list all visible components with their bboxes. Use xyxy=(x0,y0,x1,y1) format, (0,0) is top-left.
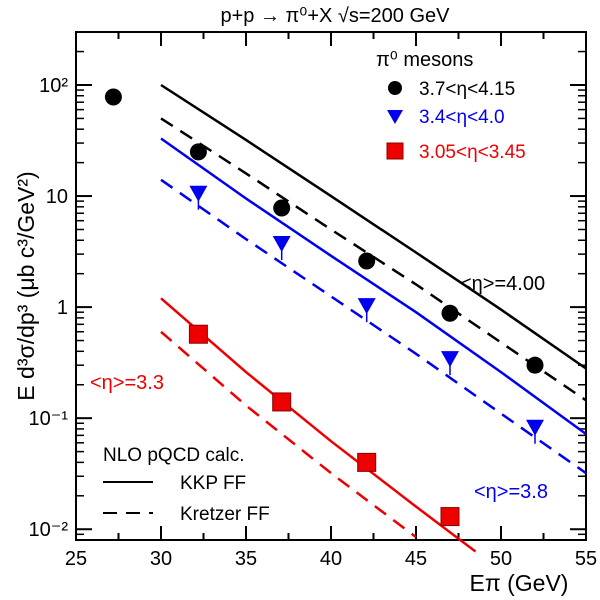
y-tick-label: 1 xyxy=(57,297,68,319)
theory-legend-header: NLO pQCD calc. xyxy=(103,445,244,466)
theory-curve-solid xyxy=(160,137,587,436)
data-point-square xyxy=(188,324,208,344)
y-axis-label: E d³σ/dp³ (μb c³/GeV²) xyxy=(13,171,39,400)
y-tick-label: 10⁻¹ xyxy=(29,408,69,430)
data-point-square xyxy=(440,507,460,527)
data-point-triangle xyxy=(526,419,544,436)
y-tick-label: 10² xyxy=(39,75,68,97)
theory-legend: NLO pQCD calc. KKP FF Kretzer FF xyxy=(103,445,270,525)
chart-title: p+p → π⁰+X √s=200 GeV xyxy=(220,5,450,27)
x-axis: 25 30 35 40 45 50 55 xyxy=(65,32,597,570)
theory-legend-label-kretzer: Kretzer FF xyxy=(180,504,270,525)
data-point-triangle xyxy=(441,351,459,368)
theory-curve-dashed xyxy=(160,330,417,539)
legend-header: π⁰ mesons xyxy=(376,49,473,71)
data-point-triangle xyxy=(357,298,376,315)
data-point-circle xyxy=(526,356,544,374)
data-point-circle xyxy=(441,304,459,322)
y-axis: 10⁻² 10⁻¹ 1 10 10² xyxy=(29,50,586,541)
x-tick-label: 55 xyxy=(575,548,597,570)
data-points xyxy=(104,88,544,527)
x-tick-label: 30 xyxy=(150,548,172,570)
data-point-square xyxy=(272,392,292,412)
legend-marker-triangle xyxy=(387,110,403,124)
x-tick-label: 40 xyxy=(320,548,342,570)
series-legend: π⁰ mesons 3.7<η<4.15 3.4<η<4.0 3.05<η<3.… xyxy=(376,49,526,163)
y-tick-label: 10 xyxy=(46,186,68,208)
x-axis-label: Eπ (GeV) xyxy=(470,570,569,596)
legend-label-series-1: 3.7<η<4.15 xyxy=(419,79,515,100)
data-point-circle xyxy=(104,88,122,106)
theory-legend-label-kkp: KKP FF xyxy=(180,473,246,494)
data-point-triangle xyxy=(189,185,208,202)
legend-label-series-2: 3.4<η<4.0 xyxy=(419,107,505,128)
data-point-square xyxy=(357,452,377,472)
data-point-circle xyxy=(273,199,291,217)
annotation-eta-3.8: <η>=3.8 xyxy=(474,481,548,503)
data-point-circle xyxy=(358,252,376,270)
x-tick-label: 35 xyxy=(235,548,257,570)
theory-curve-solid xyxy=(160,297,477,553)
x-tick-label: 25 xyxy=(65,548,87,570)
theory-curve-dashed xyxy=(160,178,587,475)
legend-label-series-3: 3.05<η<3.45 xyxy=(419,142,526,163)
x-tick-label: 45 xyxy=(405,548,427,570)
annotation-eta-4.00: <η>=4.00 xyxy=(460,273,545,295)
legend-marker-square xyxy=(386,142,404,160)
data-point-triangle xyxy=(272,236,291,253)
data-point-circle xyxy=(189,143,207,161)
y-tick-label: 10⁻² xyxy=(29,519,69,541)
x-tick-label: 50 xyxy=(490,548,512,570)
legend-marker-circle xyxy=(388,81,402,95)
theory-curve-solid xyxy=(160,83,587,370)
annotation-eta-3.3: <η>=3.3 xyxy=(90,372,164,394)
